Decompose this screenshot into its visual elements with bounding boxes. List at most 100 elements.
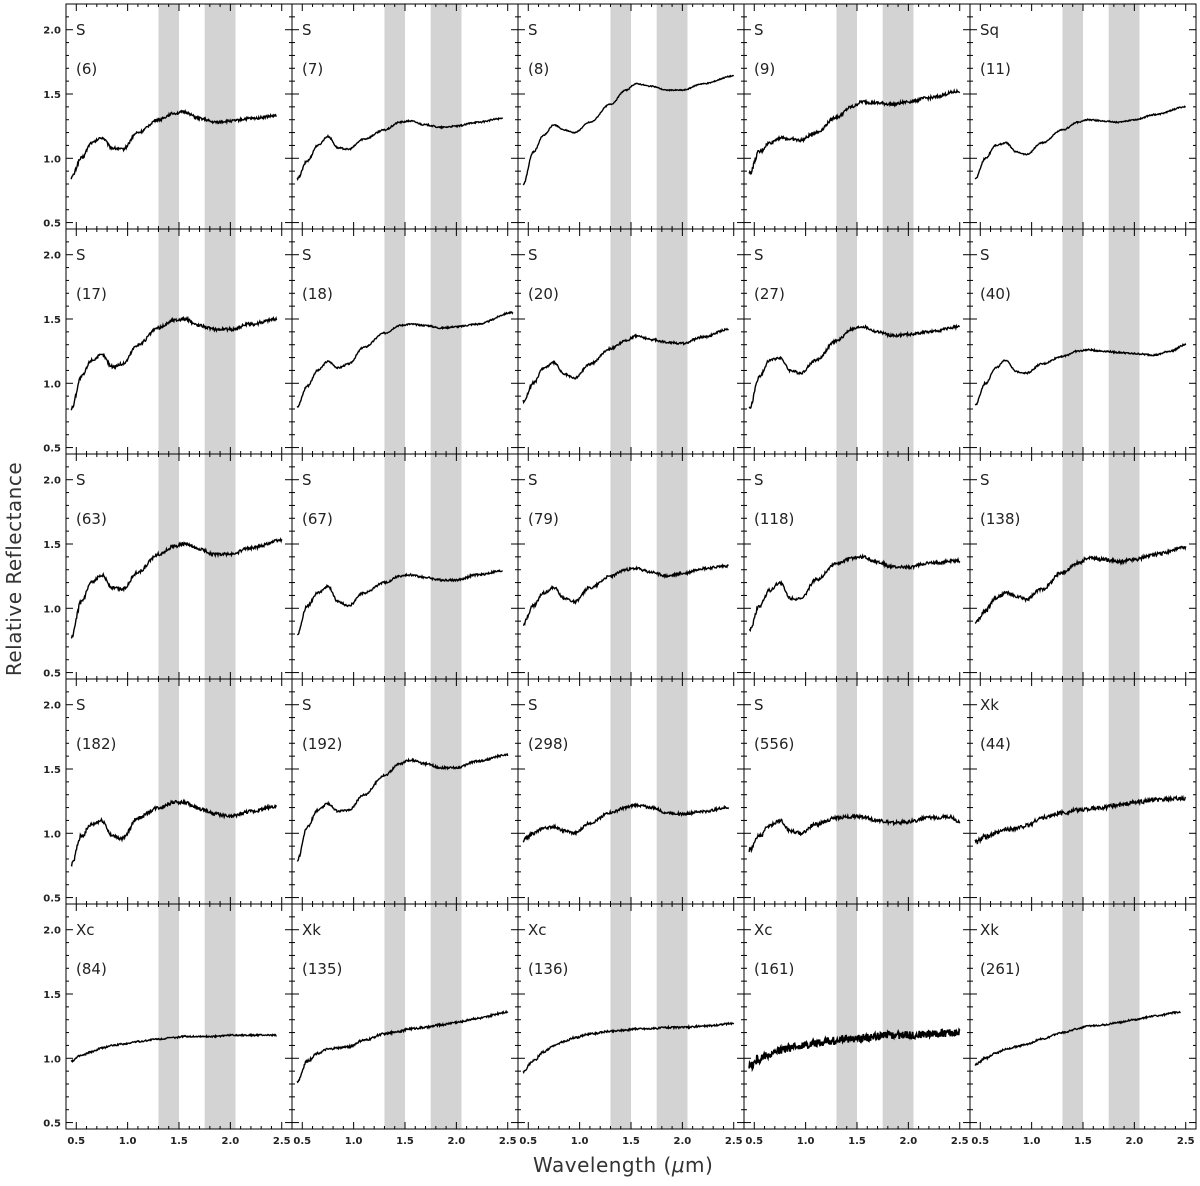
x-tick-label: 2.5 [499, 1136, 517, 1147]
x-tick-label: 2.5 [273, 1136, 291, 1147]
shaded-band-2 [204, 4, 236, 229]
shaded-band-1 [1062, 4, 1083, 229]
panel-7: S (18) [291, 228, 519, 455]
panel-id-label: (182) [76, 735, 116, 753]
shaded-band-2 [1108, 4, 1140, 229]
y-tick-label: 2.0 [43, 26, 61, 37]
spectrum-line [974, 1010, 1181, 1066]
panel-19: S (556) [743, 678, 971, 905]
spectrum-line [296, 1009, 509, 1084]
panel-type-label: S [302, 471, 312, 489]
panel-id-label: (556) [754, 735, 794, 753]
panel-type-label: Xc [754, 921, 773, 939]
panel-type-label: S [76, 246, 86, 264]
panel-type-label: S [302, 246, 312, 264]
shaded-band-1 [384, 4, 405, 229]
panel-type-label: S [76, 21, 86, 39]
panel-type-label: Sq [980, 21, 999, 39]
panel-id-label: (135) [302, 960, 342, 978]
y-axis-label-text: Relative Reflectance [2, 461, 26, 677]
shaded-band-2 [1108, 679, 1140, 904]
x-tick-label: 2.5 [725, 1136, 743, 1147]
shaded-band-2 [430, 904, 462, 1129]
shaded-band-2 [882, 679, 914, 904]
shaded-band-2 [656, 679, 688, 904]
y-tick-label: 0.5 [43, 669, 61, 680]
panel-id-label: (40) [980, 285, 1011, 303]
panel-id-label: (67) [302, 510, 333, 528]
shaded-band-1 [836, 454, 857, 679]
y-tick-label: 1.5 [43, 990, 61, 1001]
x-tick-label: 0.5 [67, 1136, 85, 1147]
panel-type-label: Xk [302, 921, 321, 939]
spectrum-line [748, 812, 961, 854]
panel-12: S (67) [291, 453, 519, 680]
panel-id-label: (20) [528, 285, 559, 303]
x-axis-label-mu: μ [671, 1153, 686, 1177]
x-tick-label: 2.0 [1126, 1136, 1144, 1147]
x-tick-label: 1.5 [170, 1136, 188, 1147]
panel-17: S (192) [291, 678, 519, 905]
panel-3: S (8) [517, 3, 745, 230]
spectrum-line [748, 88, 961, 176]
panel-id-label: (6) [76, 60, 97, 78]
panel-type-label: S [302, 696, 312, 714]
shaded-band-1 [384, 904, 405, 1129]
shaded-band-1 [1062, 679, 1083, 904]
panel-9: S (27) [743, 228, 971, 455]
panel-type-label: S [528, 471, 538, 489]
shaded-band-2 [430, 4, 462, 229]
panel-type-label: S [980, 246, 990, 264]
panel-type-label: S [76, 696, 86, 714]
shaded-band-2 [430, 229, 462, 454]
panel-type-label: S [754, 21, 764, 39]
panel-22: 0.5 1.0 1.5 2.0 2.5 Xk (135) [291, 903, 519, 1147]
y-tick-label: 2.0 [43, 926, 61, 937]
panel-20: Xk (44) [969, 678, 1197, 905]
x-tick-label: 0.5 [745, 1136, 763, 1147]
y-tick-label: 1.5 [43, 540, 61, 551]
panel-type-label: S [76, 471, 86, 489]
x-tick-label: 2.0 [222, 1136, 240, 1147]
shaded-band-1 [836, 229, 857, 454]
spectrum-line [296, 753, 509, 862]
shaded-band-2 [882, 4, 914, 229]
panel-21: 0.5 1.0 1.5 2.0 0.5 1.0 1.5 2.0 2.5 Xc (84) [43, 903, 293, 1147]
shaded-band-1 [158, 229, 179, 454]
shaded-band-1 [384, 454, 405, 679]
x-tick-label: 1.5 [848, 1136, 866, 1147]
spectrum-line [974, 342, 1187, 406]
spectrum-line [974, 545, 1187, 624]
shaded-band-2 [204, 679, 236, 904]
panel-14: S (118) [743, 453, 971, 680]
panel-type-label: S [754, 696, 764, 714]
panel-type-label: Xk [980, 696, 999, 714]
y-tick-label: 1.0 [43, 154, 61, 165]
shaded-band-2 [1108, 904, 1140, 1129]
shaded-band-1 [610, 904, 631, 1129]
spectrum-line [522, 802, 730, 843]
panel-23: 0.5 1.0 1.5 2.0 2.5 Xc (136) [517, 903, 745, 1147]
panel-id-label: (138) [980, 510, 1020, 528]
spectrum-line [70, 1032, 277, 1064]
spectrum-line [70, 537, 283, 639]
x-axis-label: Wavelength (μm) [533, 1153, 713, 1177]
panel-type-label: Xc [528, 921, 547, 939]
shaded-band-1 [836, 4, 857, 229]
panel-10: S (40) [969, 228, 1197, 455]
panel-id-label: (136) [528, 960, 568, 978]
panel-id-label: (118) [754, 510, 794, 528]
spectrum-line [749, 553, 961, 633]
spectrum-line [974, 794, 1187, 845]
panel-type-label: S [754, 246, 764, 264]
shaded-band-2 [1108, 454, 1140, 679]
y-tick-label: 0.5 [43, 1119, 61, 1130]
panel-15: S (138) [969, 453, 1197, 680]
panel-5: Sq (11) [969, 3, 1197, 230]
y-tick-label: 0.5 [43, 219, 61, 230]
shaded-band-1 [1062, 229, 1083, 454]
panel-24: 0.5 1.0 1.5 2.0 2.5 Xc (161) [743, 903, 971, 1147]
spectrum-line [522, 327, 729, 405]
panel-id-label: (84) [76, 960, 107, 978]
